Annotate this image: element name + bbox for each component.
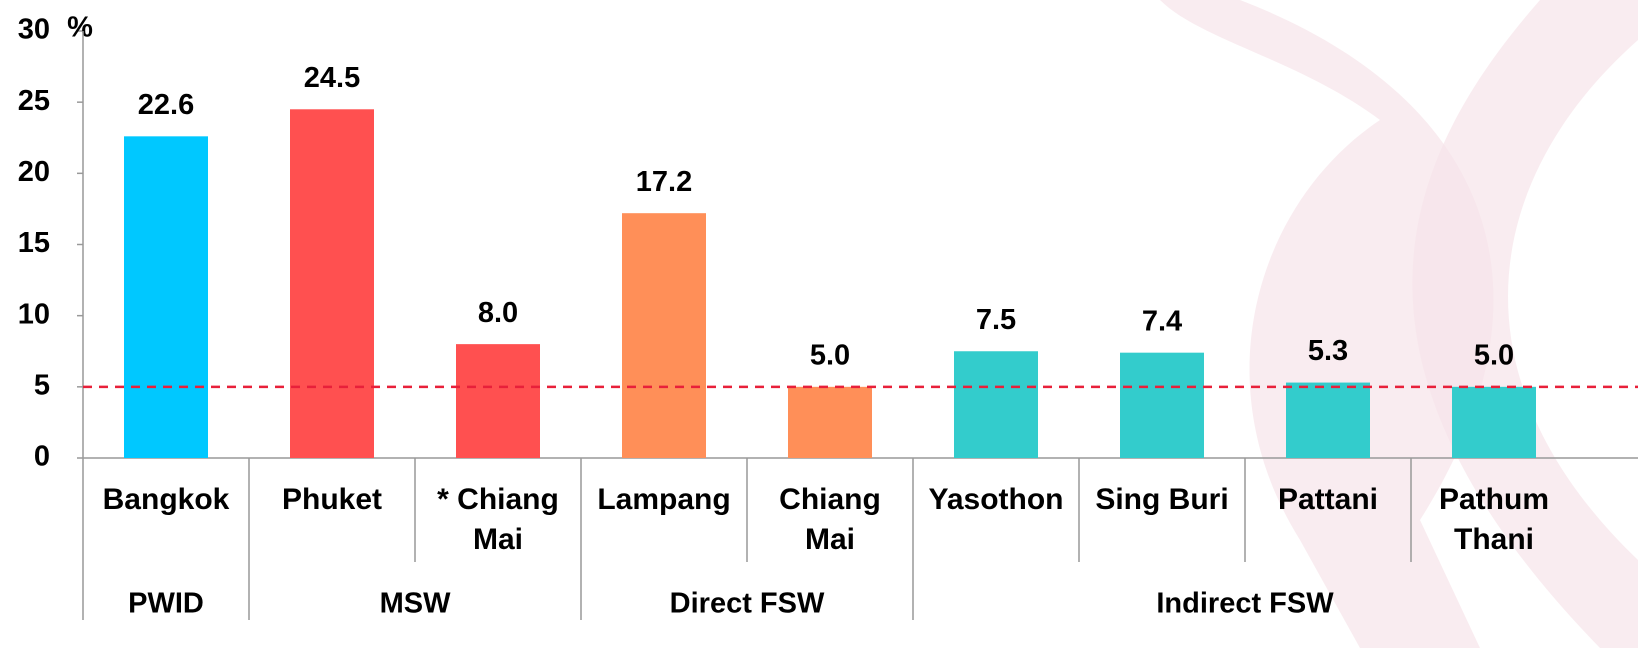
value-label: 17.2 bbox=[636, 166, 692, 198]
group-label: MSW bbox=[380, 588, 452, 620]
y-tick-label: 25 bbox=[18, 85, 50, 117]
group-label: Indirect FSW bbox=[1156, 588, 1334, 620]
bar bbox=[456, 344, 540, 458]
x-tick-label: Chiang Mai bbox=[755, 480, 905, 560]
x-tick-label: Pattani bbox=[1253, 480, 1403, 520]
y-unit: % bbox=[67, 12, 93, 44]
group-label: Direct FSW bbox=[670, 588, 825, 620]
bar bbox=[788, 387, 872, 458]
y-tick-label: 5 bbox=[34, 369, 50, 401]
x-tick-label: Pathum Thani bbox=[1419, 480, 1569, 560]
bar bbox=[290, 109, 374, 458]
bar bbox=[622, 213, 706, 458]
y-tick-label: 10 bbox=[18, 298, 50, 330]
value-label: 7.5 bbox=[976, 304, 1016, 336]
y-tick-label: 0 bbox=[34, 441, 50, 473]
x-tick-label: Lampang bbox=[589, 480, 739, 520]
bar bbox=[1286, 383, 1370, 458]
bar bbox=[124, 136, 208, 458]
bar bbox=[1452, 387, 1536, 458]
x-tick-label: * Chiang Mai bbox=[423, 480, 573, 560]
group-label: PWID bbox=[128, 588, 204, 620]
x-tick-label: Sing Buri bbox=[1087, 480, 1237, 520]
value-label: 7.4 bbox=[1142, 305, 1182, 337]
y-tick-label: 30 bbox=[18, 14, 50, 46]
x-tick-label: Phuket bbox=[257, 480, 407, 520]
value-label: 22.6 bbox=[138, 89, 194, 121]
y-tick-label: 15 bbox=[18, 227, 50, 259]
bar bbox=[954, 351, 1038, 458]
bar bbox=[1120, 353, 1204, 458]
page: 0 5 10 15 20 25 30% 22.6 24.5 8.0 17.2 5.0 7.5 7.4 5.3… bbox=[0, 0, 1638, 648]
x-tick-label: Yasothon bbox=[921, 480, 1071, 520]
x-tick-label: Bangkok bbox=[91, 480, 241, 520]
value-label: 8.0 bbox=[478, 297, 518, 329]
value-label: 5.0 bbox=[810, 339, 850, 371]
y-tick-label: 20 bbox=[18, 156, 50, 188]
value-label: 5.3 bbox=[1308, 335, 1348, 367]
value-label: 5.0 bbox=[1474, 339, 1514, 371]
value-label: 24.5 bbox=[304, 62, 360, 94]
